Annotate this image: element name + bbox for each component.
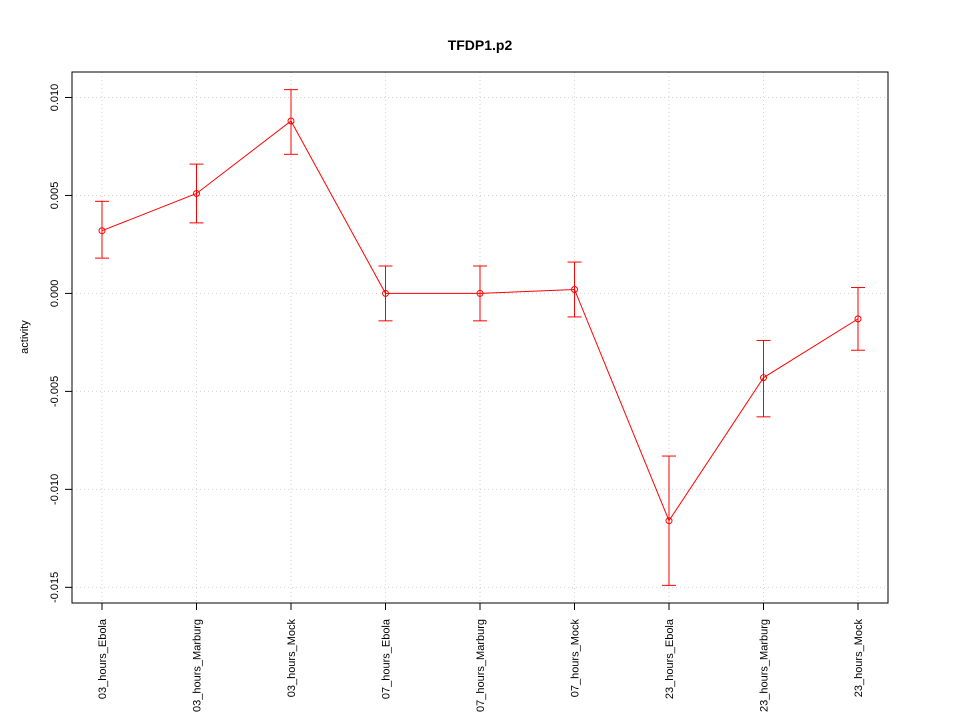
axes: 03_hours_Ebola 03_hours_Marburg 03_hours_M… <box>49 84 865 712</box>
y-tick-label: -0.010 <box>49 474 61 505</box>
x-tick-label: 03_hours_Mock <box>286 619 298 698</box>
x-tick-label: 07_hours_Mock <box>570 619 582 698</box>
y-tick-label: -0.015 <box>49 572 61 603</box>
data-point <box>287 117 295 125</box>
data-point <box>98 227 106 235</box>
x-tick-label: 23_hours_Marburg <box>759 619 771 712</box>
plot-frame <box>71 71 889 604</box>
x-tick-label: 07_hours_Marburg <box>475 619 487 712</box>
data-point <box>382 289 389 297</box>
chart-title: TFDP1.p2 <box>448 37 513 53</box>
x-tick-label: 23_hours_Ebola <box>664 618 676 699</box>
x-tick-label: 03_hours_Ebola <box>97 618 109 699</box>
y-axis-label: activity <box>19 320 31 354</box>
data-point <box>665 517 673 525</box>
data-series <box>95 89 865 586</box>
data-point <box>760 374 767 382</box>
y-tick-label: 0.010 <box>49 84 61 112</box>
data-point <box>854 315 862 323</box>
x-tick-label: 07_hours_Ebola <box>381 618 393 699</box>
grid-lines <box>72 72 888 603</box>
x-tick-label: 23_hours_Mock <box>853 619 865 698</box>
x-tick-label: 03_hours_Marburg <box>192 619 204 712</box>
y-tick-label: 0.000 <box>49 280 61 308</box>
data-point <box>193 189 200 197</box>
data-point <box>571 285 578 293</box>
y-tick-label: -0.005 <box>49 376 61 407</box>
y-tick-label: 0.005 <box>49 182 61 210</box>
data-point <box>476 289 484 297</box>
